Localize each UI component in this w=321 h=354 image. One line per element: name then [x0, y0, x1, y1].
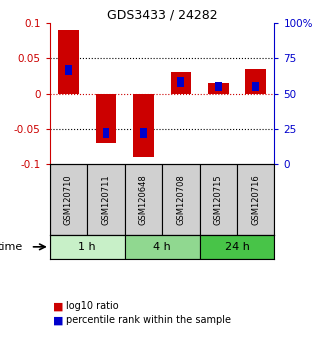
Text: log10 ratio: log10 ratio — [66, 301, 118, 311]
Bar — [125, 164, 162, 235]
Bar — [162, 164, 200, 235]
Text: ■: ■ — [53, 315, 64, 325]
Bar — [178, 77, 184, 87]
Bar — [133, 93, 154, 157]
Bar — [246, 69, 266, 93]
Text: GSM120715: GSM120715 — [214, 174, 223, 225]
Bar — [200, 235, 274, 259]
Bar — [103, 128, 109, 138]
Text: percentile rank within the sample: percentile rank within the sample — [66, 315, 231, 325]
Bar — [170, 73, 191, 93]
Title: GDS3433 / 24282: GDS3433 / 24282 — [107, 9, 217, 22]
Text: ■: ■ — [53, 301, 64, 311]
Bar — [96, 93, 116, 143]
Bar — [237, 164, 274, 235]
Bar — [208, 83, 229, 93]
Text: 1 h: 1 h — [78, 242, 96, 252]
Bar — [65, 65, 72, 75]
Text: 4 h: 4 h — [153, 242, 171, 252]
Text: GSM120648: GSM120648 — [139, 174, 148, 225]
Bar — [125, 235, 200, 259]
Text: GSM120710: GSM120710 — [64, 174, 73, 225]
Text: time: time — [0, 242, 23, 252]
Bar — [50, 235, 125, 259]
Bar — [50, 164, 87, 235]
Bar — [140, 128, 147, 138]
Text: GSM120708: GSM120708 — [176, 174, 185, 225]
Text: GSM120716: GSM120716 — [251, 174, 260, 225]
Bar — [87, 164, 125, 235]
Text: 24 h: 24 h — [225, 242, 249, 252]
Bar — [200, 164, 237, 235]
Text: GSM120711: GSM120711 — [101, 174, 110, 225]
Bar — [58, 30, 79, 93]
Bar — [252, 81, 259, 91]
Bar — [215, 81, 221, 91]
